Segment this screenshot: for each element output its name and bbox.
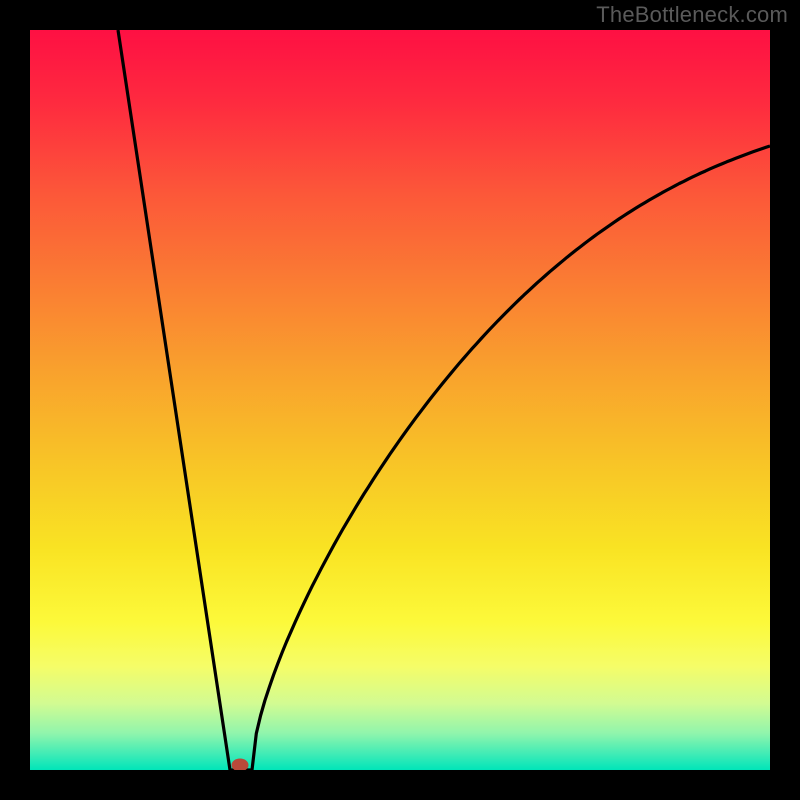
chart-frame: TheBottleneck.com <box>0 0 800 800</box>
chart-background <box>30 30 770 770</box>
watermark-text: TheBottleneck.com <box>596 2 788 28</box>
bottleneck-chart <box>30 30 770 770</box>
minimum-marker <box>232 759 248 770</box>
